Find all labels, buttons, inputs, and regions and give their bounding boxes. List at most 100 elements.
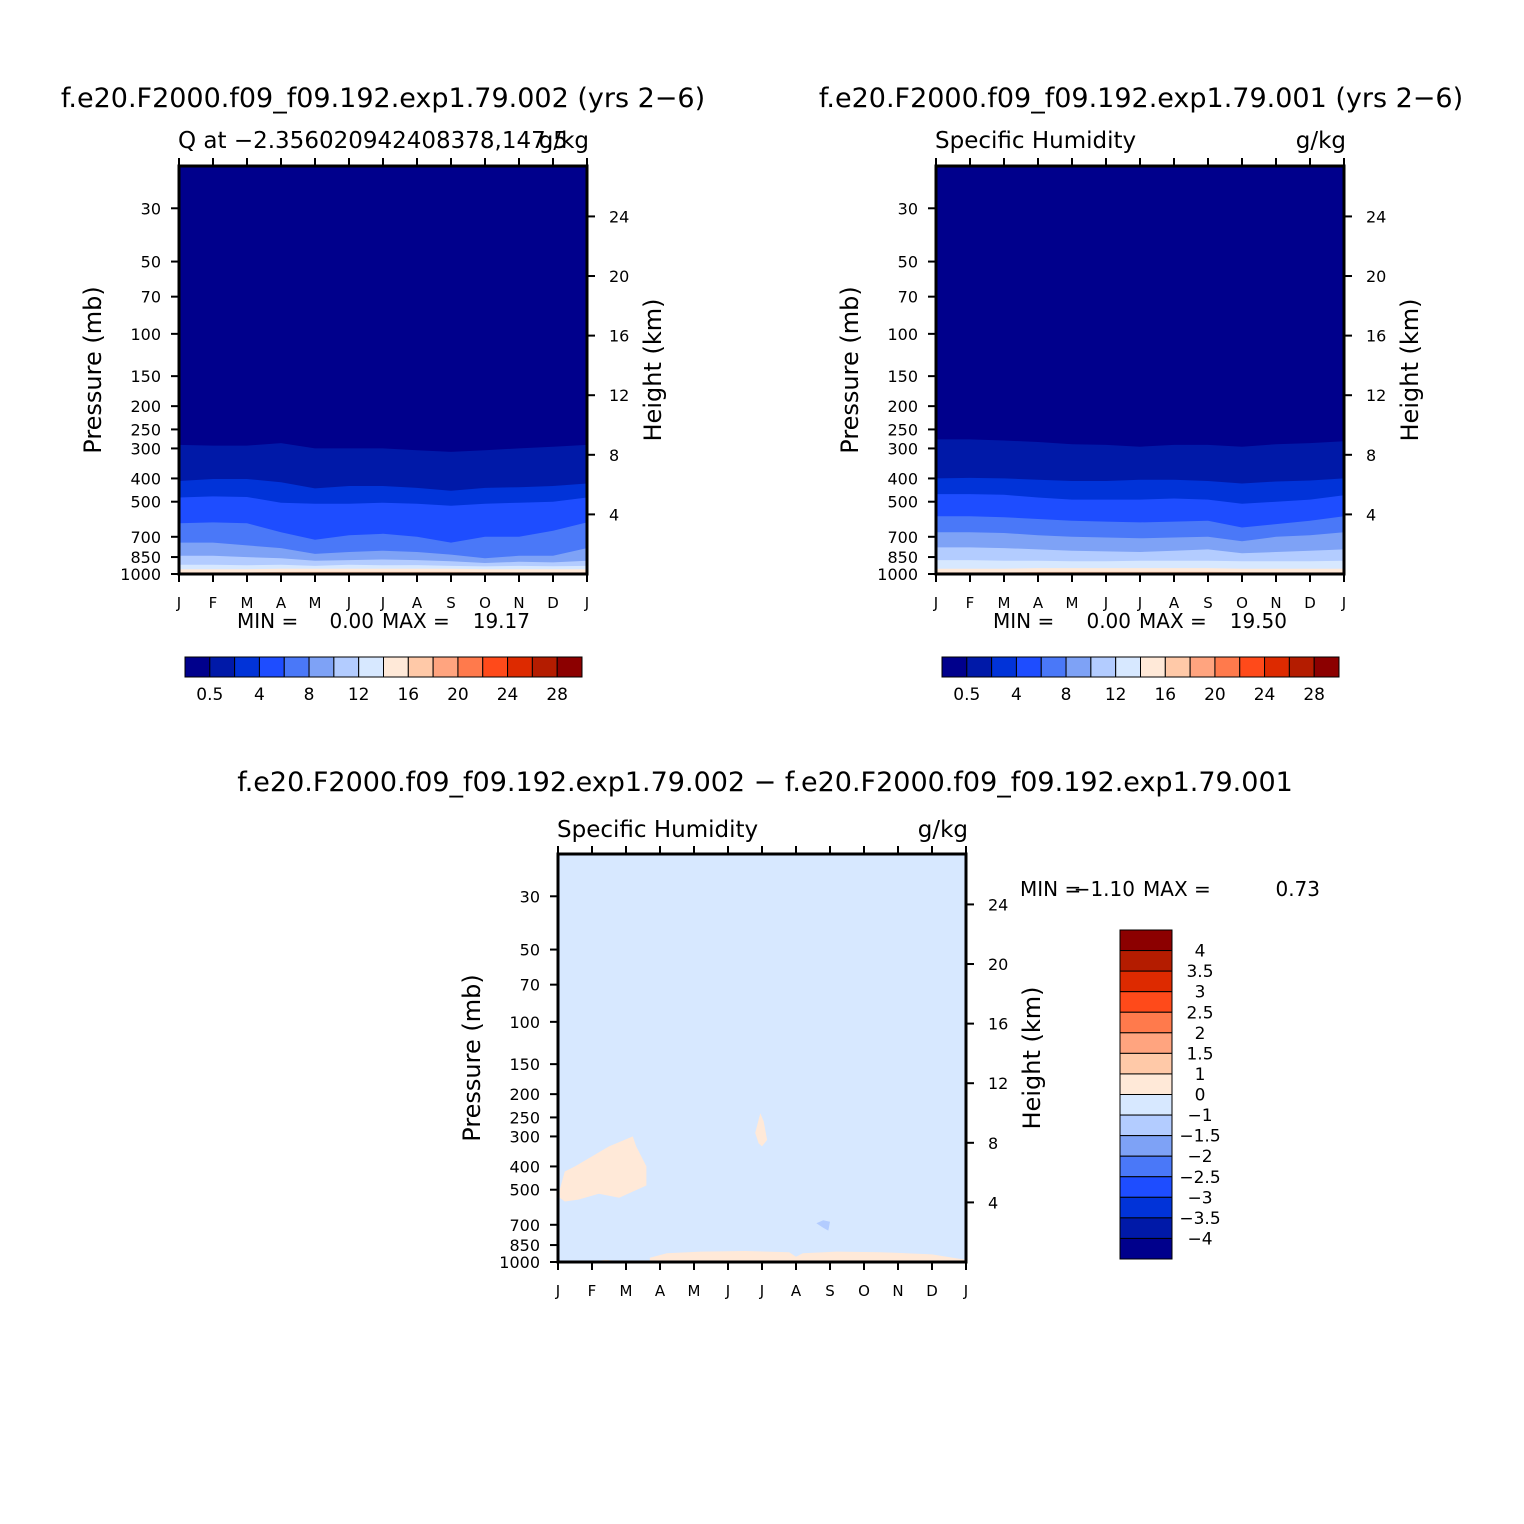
colorbar-label: 16 — [397, 685, 419, 705]
x-tick-label: M — [688, 1282, 701, 1300]
panel-title-left: Specific Humidity — [557, 817, 758, 843]
x-tick-label: J — [963, 1282, 968, 1300]
colorbar-label: 1 — [1195, 1065, 1206, 1085]
height-tick-label: 16 — [988, 1015, 1008, 1034]
colorbar-swatch — [531, 656, 558, 678]
x-tick-label: M — [309, 594, 322, 612]
stats-max-value: 0.73 — [1275, 877, 1320, 901]
panel-title-left: Q at −2.356020942408378,147.5 — [178, 128, 568, 154]
y-tick-label: 30 — [520, 887, 540, 906]
stats-max-value: 19.17 — [473, 609, 530, 633]
y-tick-label: 50 — [520, 941, 540, 960]
colorbar-swatch — [1015, 656, 1042, 678]
colorbar-swatch — [1065, 656, 1092, 678]
top-left-figure-title: f.e20.F2000.f09_f09.192.exp1.79.002 (yrs… — [61, 83, 705, 114]
y-tick-label: 200 — [130, 397, 161, 416]
y-tick-label: 1000 — [120, 565, 161, 584]
colorbar-swatch — [482, 656, 509, 678]
colorbar-swatch — [1119, 1196, 1173, 1219]
colorbar-swatch — [184, 656, 211, 678]
y-tick-label: 700 — [887, 528, 918, 547]
contour-region-2 — [816, 1220, 830, 1231]
colorbar-swatch — [432, 656, 459, 678]
colorbar-swatch — [1119, 1135, 1173, 1157]
colorbar-swatch — [1119, 929, 1173, 952]
height-tick-label: 24 — [609, 207, 629, 226]
height-tick-label: 8 — [609, 446, 619, 465]
y-tick-label: 300 — [509, 1127, 540, 1146]
height-tick-label: 4 — [988, 1193, 998, 1212]
colorbar-swatch — [1189, 656, 1216, 678]
colorbar-label: 4 — [1195, 942, 1206, 962]
colorbar-swatch — [1119, 1237, 1173, 1260]
y-tick-label: 200 — [887, 397, 918, 416]
y-tick-label: 100 — [887, 325, 918, 344]
y-tick-label: 70 — [141, 288, 161, 307]
height-tick-label: 16 — [609, 327, 629, 346]
colorbar-swatch — [209, 656, 236, 678]
colorbar-label: 0.5 — [196, 685, 223, 705]
colorbar-swatch — [507, 656, 533, 678]
x-tick-label: D — [547, 594, 559, 612]
colorbar-swatch — [1119, 1094, 1173, 1116]
plot-area — [936, 166, 1344, 574]
height-tick-label: 24 — [988, 895, 1008, 914]
panel-top-left: Q at −2.356020942408378,147.5g/kg J F M A M J J… — [79, 128, 667, 705]
colorbar-label: 16 — [1154, 685, 1176, 705]
height-tick-label: 20 — [1366, 267, 1386, 286]
y-axis-label-right: Height (km) — [1396, 299, 1424, 442]
x-tick-label: M — [1066, 594, 1079, 612]
x-tick-label: J — [1137, 594, 1142, 612]
colorbar-label: 28 — [1303, 685, 1325, 705]
colorbar-swatch — [1119, 991, 1173, 1013]
y-axis-label: Pressure (mb) — [836, 286, 864, 453]
colorbar-label: 4 — [1011, 685, 1022, 705]
x-tick-label: M — [241, 594, 254, 612]
y-tick-label: 30 — [141, 199, 161, 218]
colorbar-label: −2.5 — [1179, 1168, 1220, 1188]
colorbar-swatch — [1214, 656, 1241, 678]
x-tick-label: A — [412, 594, 423, 612]
colorbar-label: −2 — [1187, 1147, 1212, 1167]
colorbar-swatch — [1119, 1114, 1173, 1137]
y-tick-label: 300 — [887, 439, 918, 458]
x-tick-label: J — [1341, 594, 1346, 612]
x-tick-label: S — [825, 1282, 835, 1300]
colorbar-label: 20 — [1204, 685, 1226, 705]
bottom-figure-title: f.e20.F2000.f09_f09.192.exp1.79.002 − f.… — [237, 767, 1293, 798]
x-tick-label: A — [1169, 594, 1180, 612]
colorbar-swatch — [407, 656, 434, 678]
y-tick-label: 30 — [898, 199, 918, 218]
colorbar-label: 24 — [1254, 685, 1276, 705]
colorbar-swatch — [1119, 1032, 1173, 1054]
y-axis-label-right: Height (km) — [1018, 987, 1046, 1130]
stats-max-label: MAX = — [382, 609, 450, 633]
x-tick-label: M — [620, 1282, 633, 1300]
colorbar-swatch — [333, 656, 360, 678]
x-tick-label: D — [926, 1282, 938, 1300]
colorbar-swatch — [991, 656, 1017, 678]
colorbar-swatch — [1115, 656, 1141, 678]
x-tick-label: O — [858, 1282, 870, 1300]
stats-min-value: −1.10 — [1074, 877, 1135, 901]
x-tick-label: N — [513, 594, 524, 612]
x-tick-label: N — [892, 1282, 903, 1300]
y-tick-label: 500 — [130, 493, 161, 512]
contour-region-3 — [649, 1251, 966, 1262]
x-tick-label: J — [380, 594, 385, 612]
colorbar-swatch — [1119, 1217, 1173, 1239]
stats-min-label: MIN = — [993, 609, 1054, 633]
plot-area — [179, 166, 587, 574]
colorbar-label: −3 — [1187, 1188, 1212, 1208]
x-tick-label: F — [966, 594, 975, 612]
x-tick-label: J — [346, 594, 351, 612]
colorbar-label: 3 — [1195, 983, 1206, 1003]
y-tick-label: 400 — [887, 469, 918, 488]
colorbar-swatch — [457, 656, 484, 678]
colorbar-swatch — [1119, 1176, 1173, 1198]
contour-background — [558, 854, 966, 1262]
x-tick-label: F — [588, 1282, 597, 1300]
x-tick-label: S — [1203, 594, 1213, 612]
x-tick-label: J — [759, 1282, 764, 1300]
colorbar-swatch — [1313, 656, 1340, 678]
